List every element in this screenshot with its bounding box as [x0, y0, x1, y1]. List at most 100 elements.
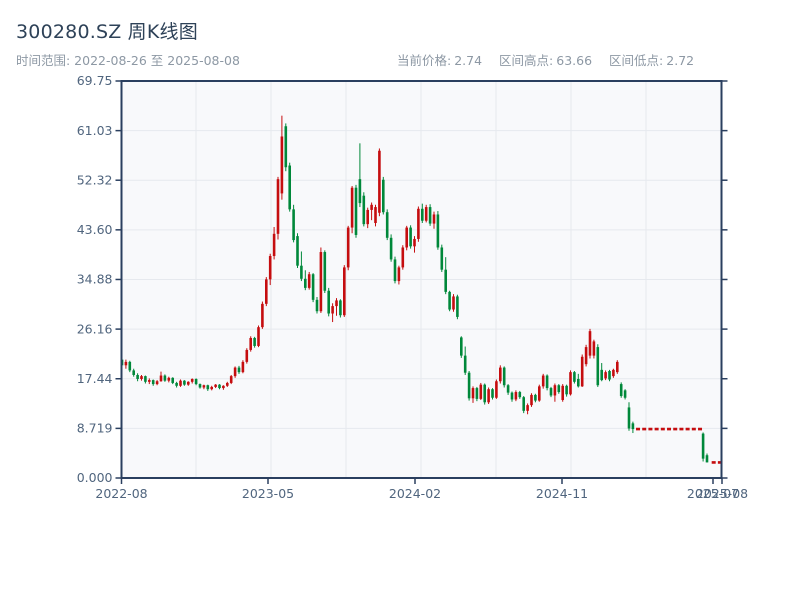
candle-down [218, 384, 221, 389]
candle-up [245, 349, 249, 362]
candle-down [483, 384, 486, 403]
candle-down [198, 384, 202, 388]
y-tick-label: 17.44 [77, 371, 113, 386]
candle-down [596, 347, 600, 386]
candle-up [241, 361, 245, 373]
x-tick-label: 2024-02 [389, 486, 441, 501]
candle-up [202, 385, 206, 388]
candle-down [292, 209, 295, 241]
candle-up [249, 337, 252, 350]
candle-down [393, 259, 397, 282]
chart-header: 300280.SZ 周K线图 时间范围: 2022-08-26 至 2025-0… [0, 0, 800, 70]
candle-down [163, 375, 167, 381]
candle-down [573, 372, 576, 382]
candle-down [354, 187, 358, 235]
candle-down [428, 207, 432, 224]
candle-down [600, 369, 603, 381]
candle-down [421, 208, 424, 221]
candle-up [366, 209, 369, 225]
candle-down [549, 388, 553, 396]
x-tick-label: 2025-08 [696, 486, 748, 501]
candle-up [214, 384, 217, 387]
stat-range-low: 区间低点: 2.72 [609, 53, 694, 68]
candle-down [136, 374, 139, 379]
candle-down [175, 382, 178, 386]
candle-down [237, 367, 241, 373]
candle-up [432, 214, 436, 224]
candle-down [304, 278, 307, 288]
candle-down [701, 433, 705, 459]
candle-down [577, 378, 580, 387]
x-tick-label: 2024-11 [536, 486, 588, 501]
candle-up [265, 279, 268, 304]
candle-down [502, 367, 506, 386]
candle-down [518, 392, 522, 398]
candle-down [183, 380, 186, 385]
candle-up [413, 238, 416, 247]
candle-up [487, 389, 490, 403]
y-tick-label: 34.88 [77, 272, 113, 287]
candle-down [619, 384, 623, 397]
candle-down [151, 380, 155, 385]
candle-up [229, 376, 233, 383]
candle-up [148, 380, 151, 382]
axis-ticks-layer [115, 80, 728, 484]
candle-down [296, 236, 299, 266]
candle-down [206, 385, 210, 390]
stat-range-high-label: 区间高点: [499, 53, 554, 68]
stat-current-price-label: 当前价格: [397, 53, 452, 68]
candle-down [631, 423, 635, 430]
candle-up [210, 386, 213, 390]
candle-down [557, 385, 561, 393]
candles-layer [120, 115, 709, 463]
candle-down [510, 392, 514, 400]
candle-up [190, 378, 194, 382]
candle-down [467, 372, 471, 399]
y-tick-label: 0.000 [77, 470, 113, 485]
candle-down [705, 455, 709, 463]
candle-up [187, 381, 190, 385]
candle-down [440, 247, 444, 270]
candle-down [382, 179, 385, 213]
candle-up [370, 204, 373, 210]
candle-down [460, 337, 463, 356]
candle-up [222, 385, 225, 389]
stat-current-price-value: 2.74 [454, 53, 483, 68]
candle-down [327, 290, 330, 314]
candle-up [331, 306, 334, 314]
candle-down [623, 390, 627, 398]
y-tick-label: 43.60 [77, 222, 113, 237]
candle-down [506, 385, 510, 393]
candle-down [358, 179, 362, 204]
candle-up [604, 372, 607, 379]
candle-down [491, 389, 494, 398]
x-axis-labels: 2022-08 2023-05 2024-02 2024-11 2025-072025-… [95, 486, 748, 501]
candle-up [526, 405, 529, 411]
y-axis-labels: 0.000 8.719 17.44 26.16 34.88 43.60 52.32 61.03… [77, 73, 113, 485]
candle-down [456, 296, 459, 317]
x-tick-label: 2025-07 [687, 486, 739, 501]
candle-up [319, 252, 323, 312]
candle-up [401, 247, 405, 268]
candle-down [522, 397, 525, 411]
candle-down [409, 227, 412, 247]
candle-up [530, 394, 533, 406]
candle-up [588, 331, 592, 356]
candle-up [417, 208, 420, 239]
candle-up [541, 375, 545, 387]
candle-up [346, 227, 350, 268]
candle-up [226, 382, 229, 386]
candle-down [253, 337, 256, 346]
candle-up [268, 256, 272, 280]
candle-up [159, 375, 163, 382]
candle-down [608, 370, 611, 380]
candle-up [276, 179, 280, 234]
candle-down [545, 375, 549, 389]
candle-down [362, 195, 366, 225]
candle-up [580, 356, 584, 387]
candle-up [155, 381, 159, 385]
page-title: 300280.SZ 周K线图 [16, 21, 198, 43]
candle-up [514, 392, 518, 400]
candle-down [565, 385, 568, 395]
